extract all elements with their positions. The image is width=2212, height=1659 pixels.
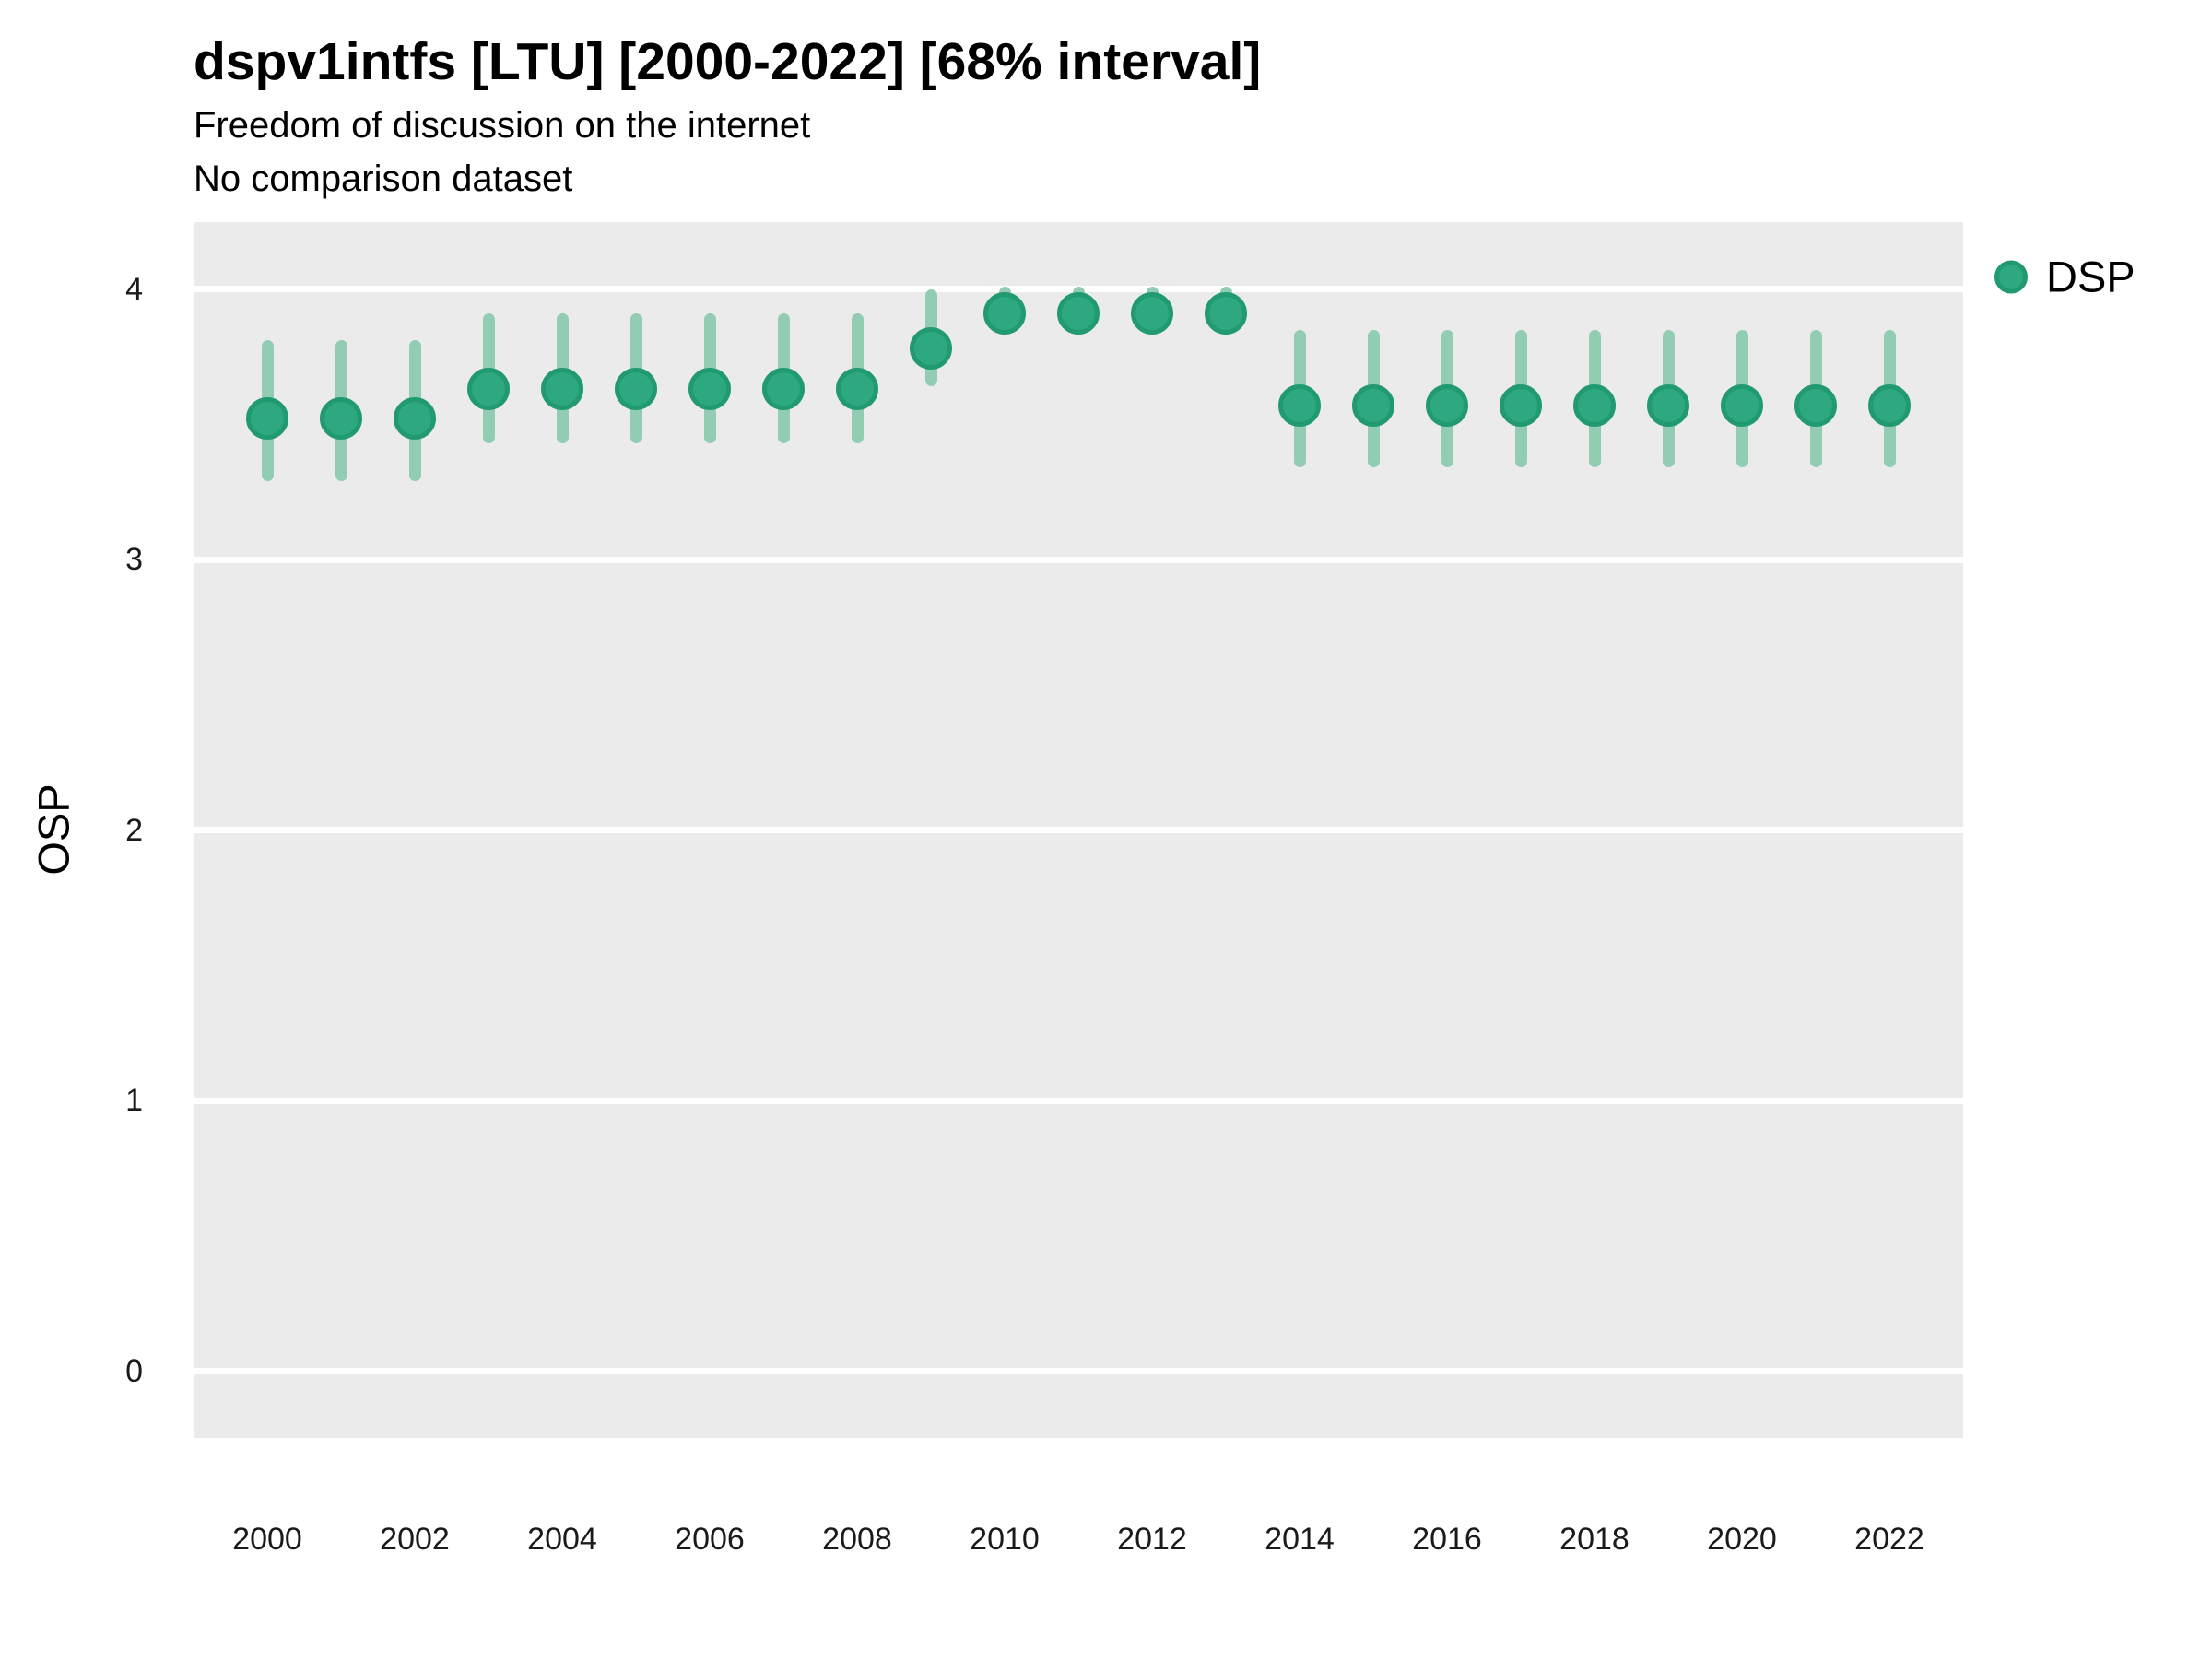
point-2012 <box>1131 291 1173 335</box>
x-tick-label-2000: 2000 <box>232 1522 302 1557</box>
point-2003 <box>467 368 510 411</box>
x-tick-label-2014: 2014 <box>1265 1522 1335 1557</box>
x-tick-label-2020: 2020 <box>1707 1522 1777 1557</box>
x-tick-label-2022: 2022 <box>1854 1522 1924 1557</box>
gridline-y-3 <box>194 556 1963 563</box>
point-2010 <box>983 291 1026 335</box>
legend-dot-icon <box>1994 260 2028 293</box>
gridline-y-0 <box>194 1368 1963 1374</box>
y-tick-label-3: 3 <box>125 542 143 577</box>
point-2018 <box>1573 383 1616 427</box>
point-2015 <box>1352 383 1394 427</box>
point-2006 <box>688 368 731 411</box>
y-tick-label-1: 1 <box>125 1083 143 1118</box>
y-tick-label-2: 2 <box>125 812 143 848</box>
gridline-y-1 <box>194 1097 1963 1104</box>
point-2002 <box>394 397 436 441</box>
x-tick-label-2006: 2006 <box>675 1522 745 1557</box>
x-tick-label-2016: 2016 <box>1412 1522 1482 1557</box>
point-2019 <box>1647 383 1689 427</box>
point-2009 <box>910 327 952 371</box>
point-2005 <box>615 368 657 411</box>
legend-label: DSP <box>2046 252 2136 301</box>
plot-panel <box>194 222 1963 1438</box>
point-2011 <box>1057 291 1100 335</box>
chart-subtitle: Freedom of discussion on the internet <box>194 105 811 146</box>
x-tick-label-2004: 2004 <box>527 1522 597 1557</box>
gridline-y-2 <box>194 827 1963 833</box>
x-tick-label-2012: 2012 <box>1117 1522 1187 1557</box>
x-tick-label-2010: 2010 <box>970 1522 1040 1557</box>
point-2013 <box>1205 291 1247 335</box>
point-2008 <box>836 368 878 411</box>
legend: DSP <box>1994 252 2136 302</box>
point-2007 <box>762 368 805 411</box>
x-tick-label-2008: 2008 <box>822 1522 892 1557</box>
chart-note: No comparison dataset <box>194 159 573 199</box>
point-2021 <box>1794 383 1837 427</box>
point-2017 <box>1500 383 1542 427</box>
x-tick-label-2002: 2002 <box>380 1522 450 1557</box>
point-2020 <box>1721 383 1763 427</box>
point-2022 <box>1868 383 1911 427</box>
x-tick-label-2018: 2018 <box>1559 1522 1630 1557</box>
y-tick-label-4: 4 <box>125 271 143 307</box>
point-2004 <box>541 368 583 411</box>
point-2014 <box>1278 383 1321 427</box>
point-2001 <box>320 397 362 441</box>
y-tick-label-0: 0 <box>125 1353 143 1389</box>
chart-title: dspv1intfs [LTU] [2000-2022] [68% interv… <box>194 32 1262 91</box>
point-2016 <box>1426 383 1468 427</box>
point-2000 <box>246 397 288 441</box>
